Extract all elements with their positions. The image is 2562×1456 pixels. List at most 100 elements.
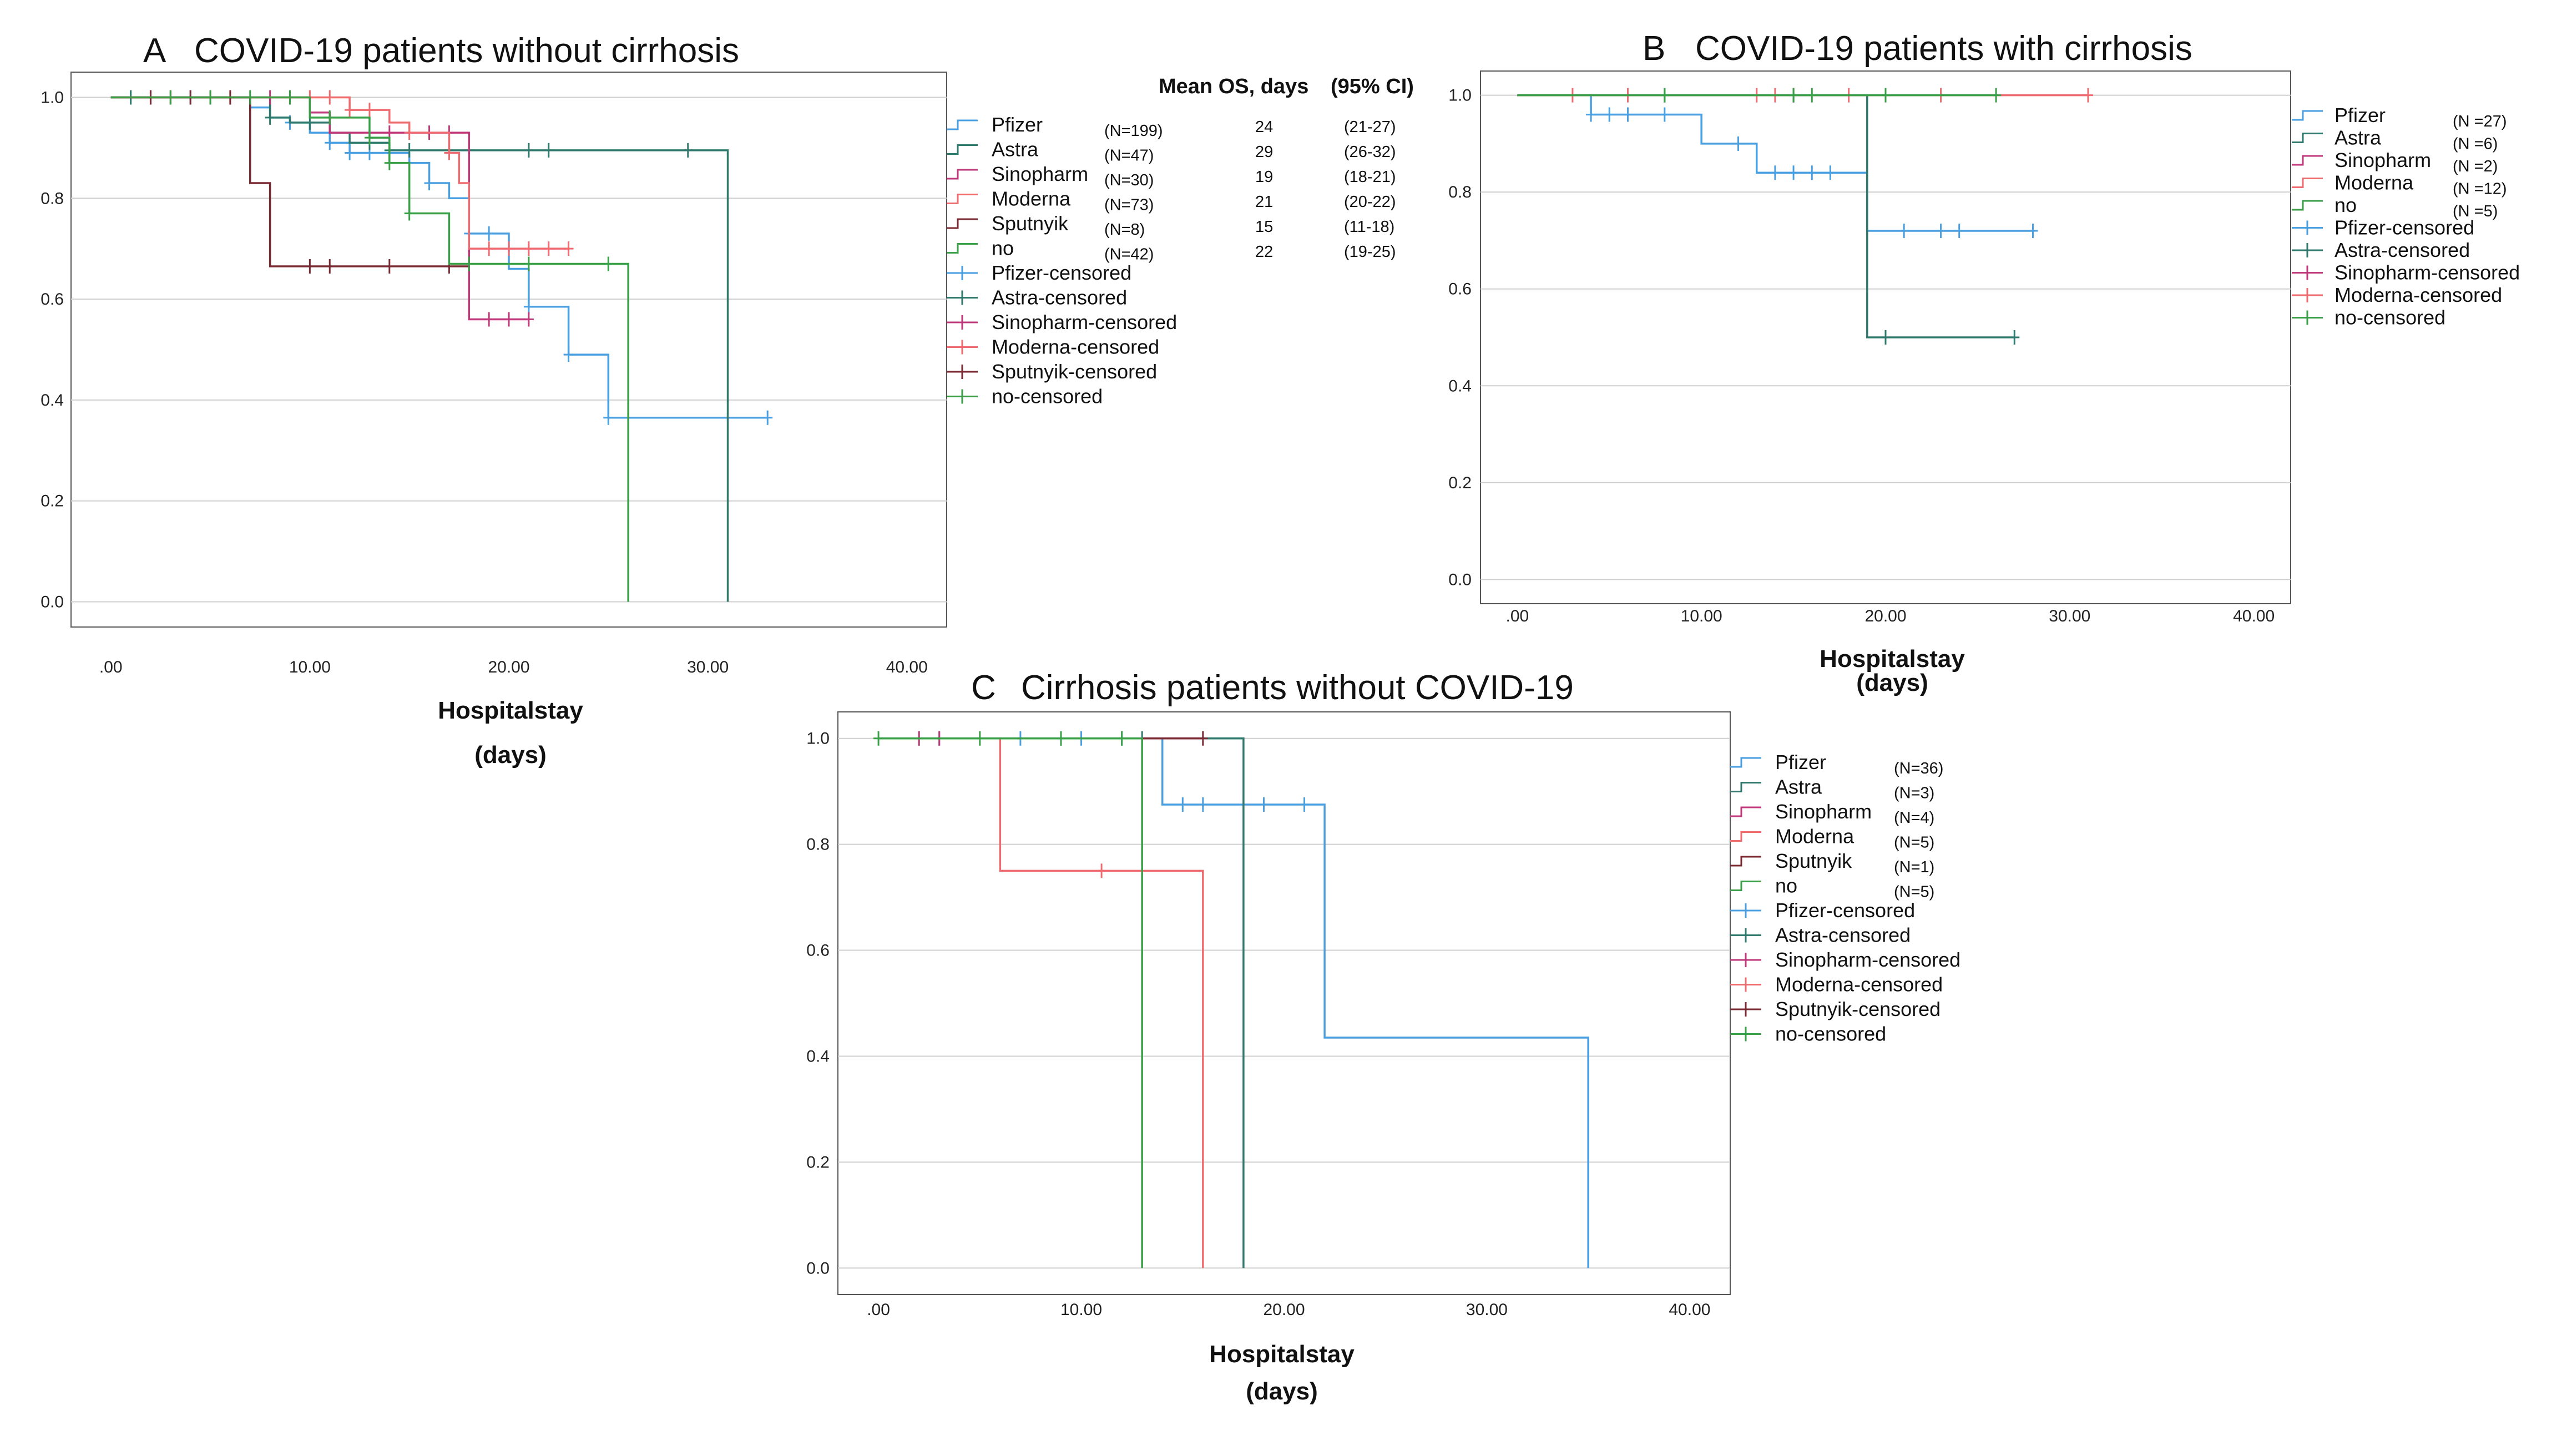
legend-count: (N=5) <box>1894 834 1934 852</box>
censored-mark-no <box>974 731 985 746</box>
panel-a: A COVID-19 patients without cirrhosis 0.… <box>41 32 1414 769</box>
survival-curve-pfizer <box>1517 94 2033 232</box>
panel-c-x-ticks: .00 10.00 20.00 30.00 40.00 <box>867 1301 1710 1319</box>
legend-swatch-moderna-censored <box>2292 288 2323 302</box>
legend-swatch-pfizer <box>2292 110 2323 121</box>
survival-curve-sinopharm <box>110 96 529 321</box>
censored-mark-astra <box>543 143 554 158</box>
legend-label: no-censored <box>2334 306 2445 329</box>
legend-label: Sputnyik-censored <box>1775 998 1941 1020</box>
censored-mark-moderna <box>364 103 375 118</box>
legend-count: (N=3) <box>1894 785 1934 802</box>
legend-label: Astra <box>1775 776 1822 798</box>
legend-label: Astra-censored <box>992 286 1127 309</box>
x-tick-label: .00 <box>1506 607 1529 625</box>
legend-label: Pfizer <box>992 113 1043 136</box>
legend-swatch-moderna-censored <box>947 340 978 355</box>
censored-mark-pfizer <box>1197 797 1208 812</box>
censored-mark-pfizer <box>424 176 434 190</box>
y-tick-label: 0.6 <box>806 942 830 960</box>
legend-swatch-astra-censored <box>1730 928 1761 943</box>
legend-label: Sputnyik <box>1775 850 1852 872</box>
panel-a-series <box>110 90 773 602</box>
legend-label: Pfizer-censored <box>2334 216 2474 239</box>
y-tick-label: 0.4 <box>41 391 64 410</box>
legend-label: Astra-censored <box>2334 239 2470 261</box>
panel-c-x-axis-label: Hospitalstay <box>1209 1341 1355 1368</box>
legend-count: (N=1) <box>1894 858 1934 876</box>
legend-swatch-sinopharm <box>947 169 978 180</box>
y-tick-label: 0.6 <box>1448 280 1472 299</box>
censored-mark-astra <box>404 143 415 158</box>
panel-c-legend: Pfizer (N=36) Astra (N=3) Sinopharm (N=4) Mode… <box>1730 751 1960 1045</box>
panel-b-letter: B <box>1643 29 1665 68</box>
survival-curve-pfizer <box>878 737 1589 1268</box>
legend-swatch-astra <box>1730 782 1761 792</box>
survival-curve-moderna <box>878 737 1204 1268</box>
panel-c-title: Cirrhosis patients without COVID-19 <box>1021 669 1574 707</box>
panel-b-legend: Pfizer (N =27) Astra (N =6) Sinopharm (N =2) M… <box>2292 104 2520 329</box>
legend-label: Moderna-censored <box>1775 973 1943 996</box>
censored-mark-moderna <box>543 241 554 256</box>
censored-mark-no <box>1991 88 2002 103</box>
legend-swatch-sputnyik-censored <box>1730 1002 1761 1017</box>
x-tick-label: 10.00 <box>289 658 331 676</box>
legend-label: no <box>1775 874 1797 897</box>
panel-a-title: COVID-19 patients without cirrhosis <box>194 32 739 70</box>
censored-mark-pfizer <box>1586 107 1596 122</box>
panel-c-grid <box>838 737 1730 1269</box>
mean-os-header: Mean OS, days <box>1159 75 1308 98</box>
censored-mark-astra <box>683 143 693 158</box>
censored-mark-no <box>1881 88 1891 103</box>
censored-mark-no <box>1659 88 1670 103</box>
legend-swatch-astra-censored <box>947 290 978 305</box>
legend-label: Pfizer <box>2334 104 2386 127</box>
legend-label: Sinopharm-censored <box>2334 261 2520 284</box>
legend-swatch-sinopharm-censored <box>2292 265 2323 280</box>
legend-label: Sinopharm-censored <box>1775 948 1960 971</box>
survival-curve-astra <box>1517 94 2015 338</box>
censored-mark-no <box>1056 731 1066 746</box>
censored-mark-no <box>523 256 534 271</box>
panel-b-plot-frame <box>1480 70 2291 604</box>
mean-os-ci: (26-32) <box>1344 143 1396 161</box>
y-tick-label: 0.4 <box>806 1047 830 1065</box>
survival-curve-astra <box>110 96 729 602</box>
y-tick-label: 0.0 <box>806 1259 830 1277</box>
censored-mark-no <box>165 90 176 105</box>
x-tick-label: 10.00 <box>1681 607 1722 625</box>
legend-swatch-pfizer-censored <box>2292 220 2323 235</box>
censored-mark-no <box>205 90 216 105</box>
x-tick-label: 40.00 <box>1669 1301 1710 1319</box>
censored-mark-pfizer <box>325 135 335 150</box>
censored-mark-pfizer <box>484 226 494 241</box>
survival-curve-pfizer <box>110 96 768 419</box>
panel-a-y-ticks: 0.0 0.2 0.4 0.6 0.8 1.0 <box>41 88 64 611</box>
censored-mark-moderna <box>444 145 454 160</box>
x-tick-label: 20.00 <box>1263 1301 1305 1319</box>
panel-b-y-ticks: 0.0 0.2 0.4 0.6 0.8 1.0 <box>1448 87 1472 589</box>
legend-swatch-moderna <box>1730 831 1761 842</box>
panel-b-x-axis-label: Hospitalstay <box>1820 645 1965 673</box>
mean-os-value: 15 <box>1255 218 1273 236</box>
y-tick-label: 0.2 <box>806 1153 830 1171</box>
censored-mark-pfizer <box>563 347 574 362</box>
legend-label: no-censored <box>1775 1023 1886 1045</box>
y-tick-label: 0.8 <box>41 189 64 208</box>
y-tick-label: 0.4 <box>1448 377 1472 395</box>
censored-mark-moderna <box>504 241 514 256</box>
censored-mark-pfizer <box>1770 165 1780 180</box>
legend-swatch-no-censored <box>947 389 978 404</box>
legend-swatch-no <box>2292 200 2323 211</box>
censored-mark-pfizer <box>1623 107 1633 122</box>
survival-curve-no <box>878 737 1143 1268</box>
legend-count: (N =2) <box>2453 158 2498 175</box>
legend-label: Astra <box>2334 127 2382 149</box>
legend-label: Astra-censored <box>1775 924 1911 947</box>
censored-mark-no <box>873 731 884 746</box>
legend-swatch-astra <box>947 144 978 155</box>
panel-a-plot-frame <box>70 72 947 628</box>
legend-swatch-sinopharm-censored <box>1730 953 1761 967</box>
legend-swatch-moderna-censored <box>1730 977 1761 992</box>
